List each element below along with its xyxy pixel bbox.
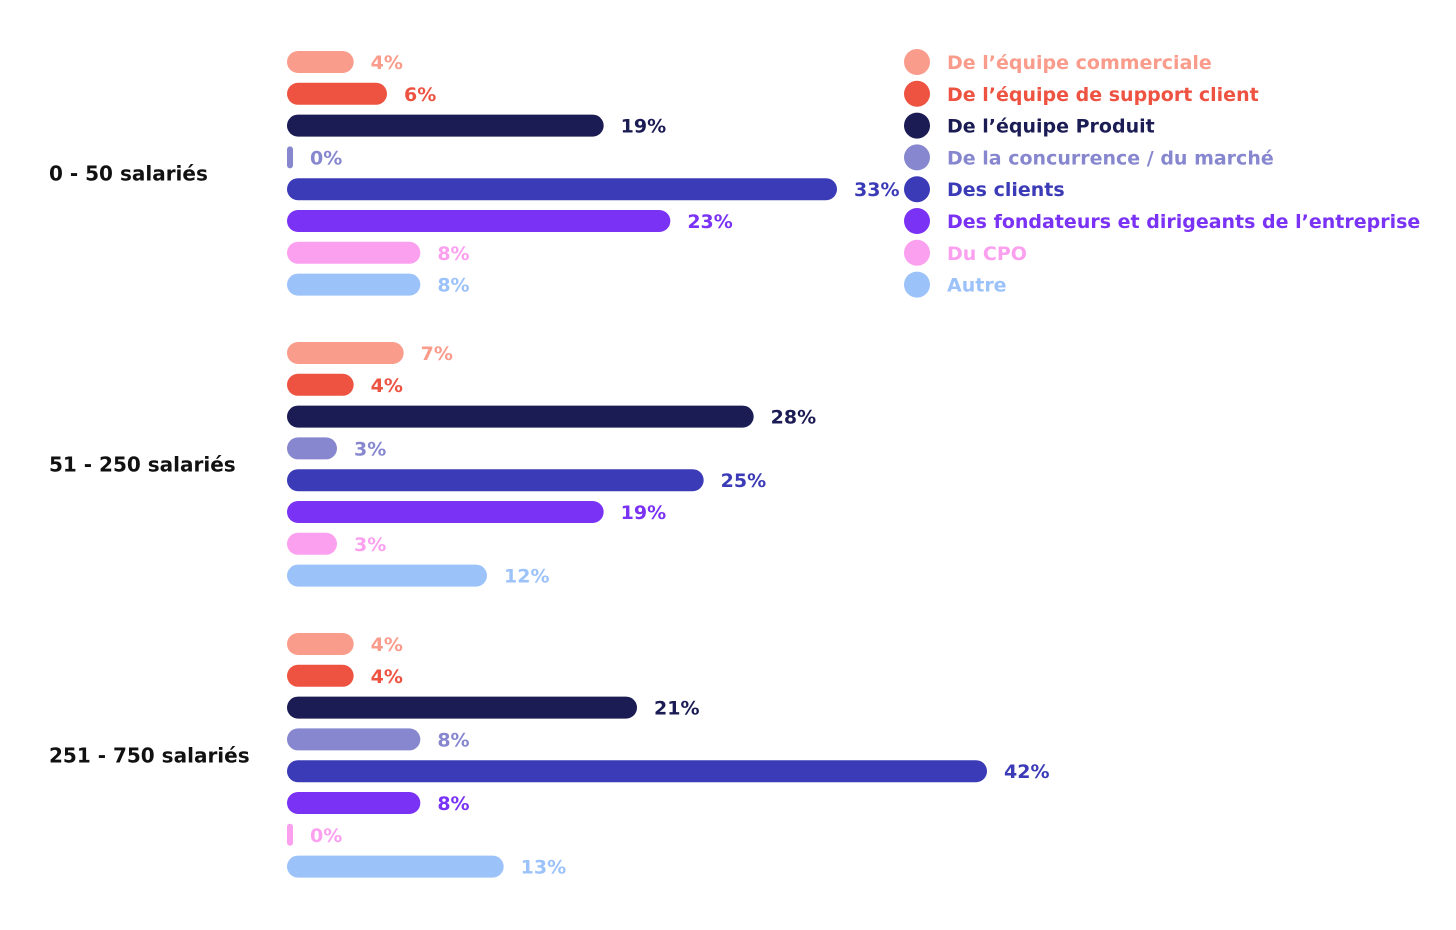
legend: De l’équipe commerciale De l’équipe de su… [904, 49, 1420, 298]
bar [287, 241, 421, 264]
bar [287, 564, 487, 587]
legend-swatch [904, 144, 930, 171]
bar [287, 760, 987, 783]
legend-item: De l’équipe de support client [904, 80, 1259, 107]
data-label: 28% [771, 407, 816, 429]
bar [287, 210, 671, 232]
legend-swatch [904, 271, 930, 298]
legend-label: Des clients [947, 179, 1065, 201]
bar [287, 823, 293, 846]
data-label: 25% [721, 470, 766, 492]
data-label: 8% [437, 729, 469, 751]
bar-group: 51 - 250 salariés 7% 4% 28% 3% 25% 19% 3% 12% [49, 342, 816, 588]
bar [287, 501, 604, 523]
legend-swatch [904, 239, 930, 266]
category-label: 51 - 250 salariés [49, 452, 236, 476]
legend-label: Des fondateurs et dirigeants de l’entrep… [947, 211, 1420, 233]
legend-item: De l’équipe Produit [904, 112, 1155, 139]
bar [287, 273, 421, 296]
legend-item: Des fondateurs et dirigeants de l’entrep… [904, 208, 1420, 234]
data-label: 19% [621, 502, 666, 524]
bar [287, 178, 837, 201]
data-label: 4% [371, 52, 403, 74]
data-label: 6% [404, 84, 436, 106]
bar [287, 146, 293, 169]
data-label: 4% [371, 666, 403, 688]
legend-item: Autre [904, 271, 1007, 298]
data-label: 7% [421, 343, 453, 365]
bar [287, 437, 337, 460]
bar [287, 342, 404, 364]
legend-item: Des clients [904, 176, 1065, 203]
bar [287, 114, 604, 137]
bar [287, 373, 354, 396]
bar [287, 51, 354, 73]
data-label: 3% [354, 438, 386, 460]
data-label: 8% [437, 275, 469, 297]
data-label: 19% [621, 116, 666, 138]
data-label: 42% [1004, 761, 1049, 783]
legend-item: Du CPO [904, 239, 1027, 266]
category-label: 251 - 750 salariés [49, 743, 250, 767]
legend-label: Du CPO [947, 243, 1027, 265]
bar [287, 82, 387, 105]
data-label: 21% [654, 698, 699, 720]
category-label: 0 - 50 salariés [49, 161, 208, 185]
bar [287, 532, 337, 555]
legend-swatch [904, 208, 930, 234]
bar [287, 633, 354, 655]
data-label: 4% [371, 375, 403, 397]
data-label: 0% [310, 147, 342, 169]
data-label: 8% [437, 793, 469, 815]
data-label: 12% [504, 566, 549, 588]
data-label: 4% [371, 634, 403, 656]
data-label: 8% [437, 243, 469, 265]
legend-item: De la concurrence / du marché [904, 144, 1274, 171]
bar [287, 792, 421, 814]
legend-label: De l’équipe commerciale [947, 52, 1212, 74]
bar [287, 728, 421, 751]
legend-swatch [904, 80, 930, 107]
legend-item: De l’équipe commerciale [904, 49, 1212, 75]
data-label: 3% [354, 534, 386, 556]
legend-swatch [904, 176, 930, 203]
data-label: 0% [310, 825, 342, 847]
bar [287, 405, 754, 428]
legend-label: De l’équipe Produit [947, 116, 1155, 138]
bar [287, 696, 637, 719]
data-label: 33% [854, 179, 899, 201]
bar-group: 0 - 50 salariés 4%6% 19% 0% 33% 23% 8% 8% [49, 51, 899, 297]
legend-swatch [904, 49, 930, 75]
bar-group: 251 - 750 salariés 4% 4% 21% 8% 42% 8% 0% 13% [49, 633, 1049, 879]
bar [287, 664, 354, 687]
legend-label: Autre [947, 275, 1007, 297]
bar [287, 469, 704, 492]
bar [287, 855, 504, 878]
legend-label: De l’équipe de support client [947, 84, 1259, 106]
data-label: 23% [687, 211, 732, 233]
legend-label: De la concurrence / du marché [947, 147, 1274, 169]
data-label: 13% [521, 857, 566, 879]
legend-swatch [904, 112, 930, 139]
